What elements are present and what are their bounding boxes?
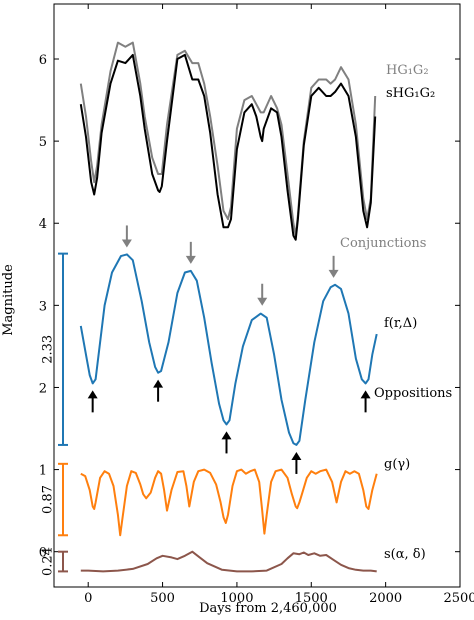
series-line [80,550,377,573]
conjunction-arrow-head [121,239,132,248]
g-label: g(γ) [384,457,410,472]
f-label: f(r,Δ) [384,316,417,331]
opposition-arrow-head [153,379,164,388]
range-markers: 2.33 0.87 0.24 [41,252,68,576]
x-tick-label: 2500 [443,591,474,606]
x-tick-label: 1000 [220,591,253,606]
series-line [80,468,378,537]
range-label: 0.87 [41,485,56,514]
y-tick-label: 0 [39,546,47,561]
y-tick-label: 6 [39,53,47,68]
x-tick-label: 500 [150,591,175,606]
y-tick-label: 2 [39,381,47,396]
y-tick-label: 5 [39,135,47,150]
x-axis-label: Days from 2,460,000 [199,601,337,616]
conjunctions-label: Conjunctions [340,236,426,251]
hg1g2-label: HG₁G₂ [386,63,429,78]
series-lines [79,41,378,573]
conjunction-arrow-head [328,269,339,278]
conjunction-arrow-head [257,297,268,306]
series-line [79,41,377,237]
series-line [79,53,377,241]
s-label: s(α, δ) [384,547,426,562]
y-tick-label: 3 [39,299,47,314]
range-label: 2.33 [41,335,56,364]
annotations: Days from 2,460,000 Magnitude HG₁G₂ sHG₁… [1,63,452,616]
opposition-arrow-head [360,390,371,399]
oppositions-label: Oppositions [374,386,452,401]
opposition-arrow-head [291,451,302,460]
opposition-arrow-head [221,431,232,440]
conjunction-arrow-head [185,255,196,264]
event-arrows [87,225,371,474]
y-tick-label: 1 [39,464,47,479]
series-line [79,253,378,446]
opposition-arrow-head [87,390,98,399]
y-tick-label: 4 [39,217,47,232]
x-tick-label: 0 [84,591,92,606]
range-label: 0.24 [41,547,56,576]
x-tick-label: 2000 [369,591,402,606]
y-axis-label: Magnitude [1,264,16,336]
x-tick-label: 1500 [295,591,328,606]
shg1g2-label: sHG₁G₂ [386,86,435,101]
plot-frame [53,3,461,588]
